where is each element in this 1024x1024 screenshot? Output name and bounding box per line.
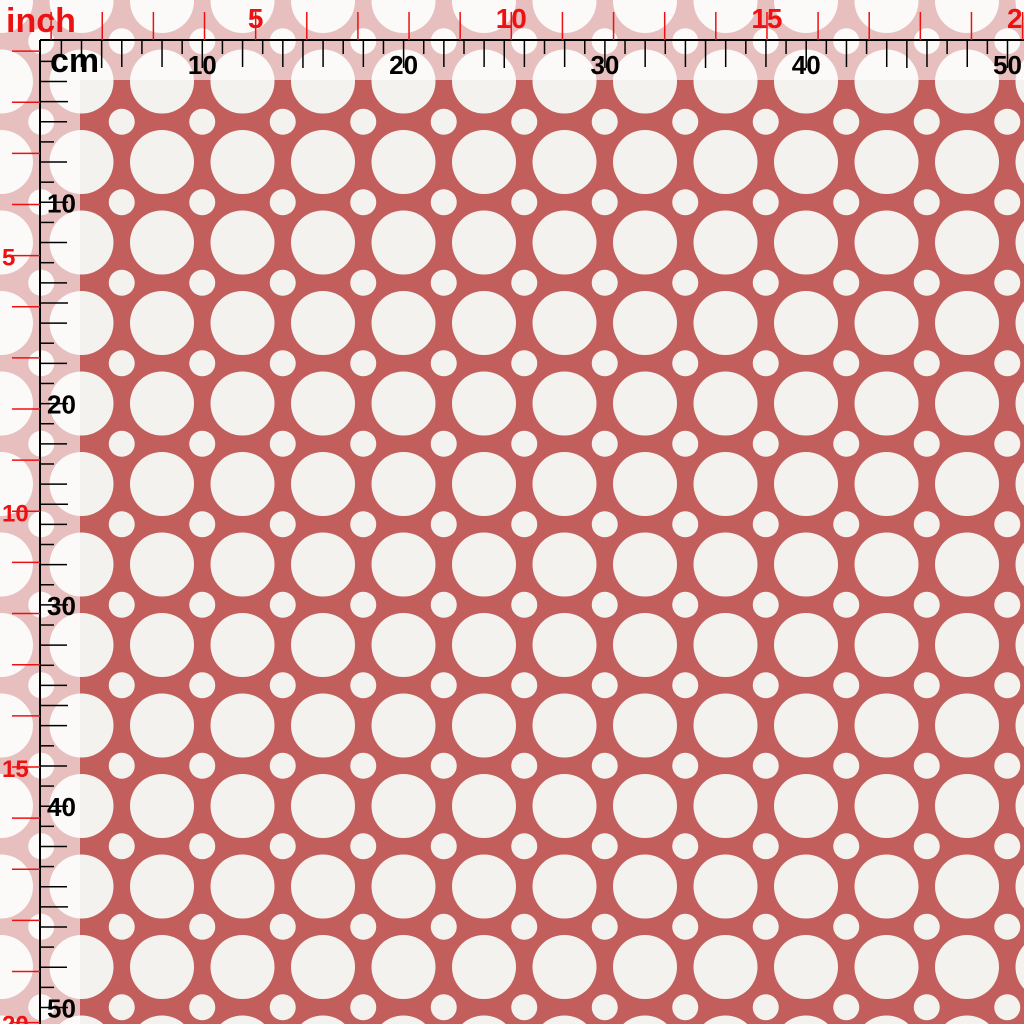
cm-label-top: 20: [389, 50, 418, 80]
cm-label-left: 50: [47, 994, 76, 1024]
cm-unit-label: cm: [50, 42, 99, 80]
cm-label-left: 10: [47, 188, 76, 218]
inch-label-left: 10: [2, 500, 29, 527]
cm-label-top: 30: [590, 50, 619, 80]
inch-label-left: 5: [2, 245, 15, 272]
cm-label-left: 40: [47, 792, 76, 822]
cm-label-left: 30: [47, 591, 76, 621]
inch-label-left: 20: [2, 1012, 29, 1024]
inch-label-left: 15: [2, 756, 29, 783]
inch-unit-label: inch: [6, 2, 76, 40]
cm-label-top: 10: [188, 50, 217, 80]
cm-label-left: 20: [47, 390, 76, 420]
inch-label-top: 15: [751, 3, 782, 34]
inch-label-top: 20: [1007, 3, 1024, 34]
cm-label-top: 50: [993, 50, 1022, 80]
inch-label-top: 5: [248, 3, 264, 34]
cm-label-top: 40: [792, 50, 821, 80]
inch-label-top: 10: [496, 3, 527, 34]
